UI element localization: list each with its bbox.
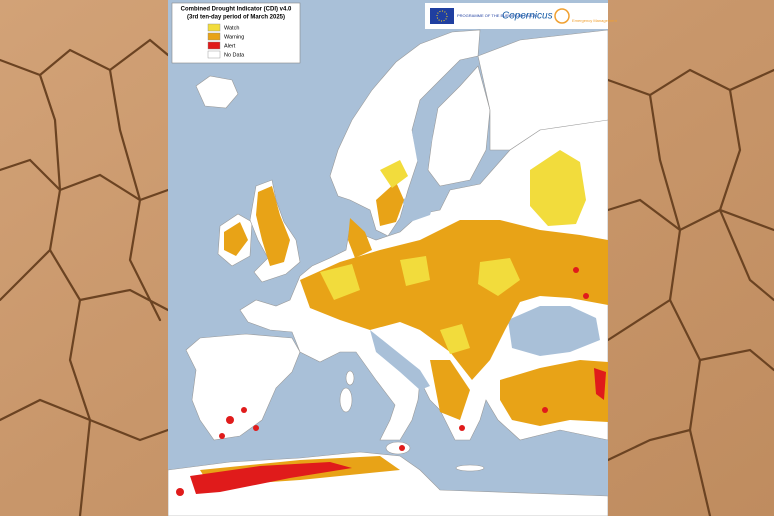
legend-swatch [207,23,221,32]
cracks-left [0,38,170,516]
cracks-right [606,68,774,516]
legend-title: Combined Drought Indicator (CDI) v4.0 [181,7,292,13]
legend-subtitle: (3rd ten-day period of March 2025) [187,15,285,21]
map [168,0,608,516]
ems-logo-mark [554,8,570,24]
legend-label: Alert [224,43,236,49]
legend-box [171,2,301,64]
legend: Combined Drought Indicator (CDI) v4.0 (3… [171,2,301,64]
eu-logo-text: PROGRAMME OF THE EUROPEAN UNION [457,13,537,18]
drought-watch [320,150,586,354]
legend-label: No Data [224,52,245,58]
eu-flag [430,8,454,24]
legend-items: Watch Warning Alert No Data [207,23,245,59]
logo-strip: PROGRAMME OF THE EUROPEAN UNION Copernic… [425,3,618,29]
legend-label: Watch [224,25,239,31]
legend-swatch [207,50,221,59]
inner-seas [370,100,600,390]
ems-logo-text: Emergency Management [572,18,618,23]
legend-swatch [207,32,221,41]
drought-alert [176,267,606,496]
legend-label: Warning [224,34,244,40]
legend-swatch [207,41,221,50]
copernicus-logo: Copernicus [502,11,553,22]
logo-background [425,3,608,29]
